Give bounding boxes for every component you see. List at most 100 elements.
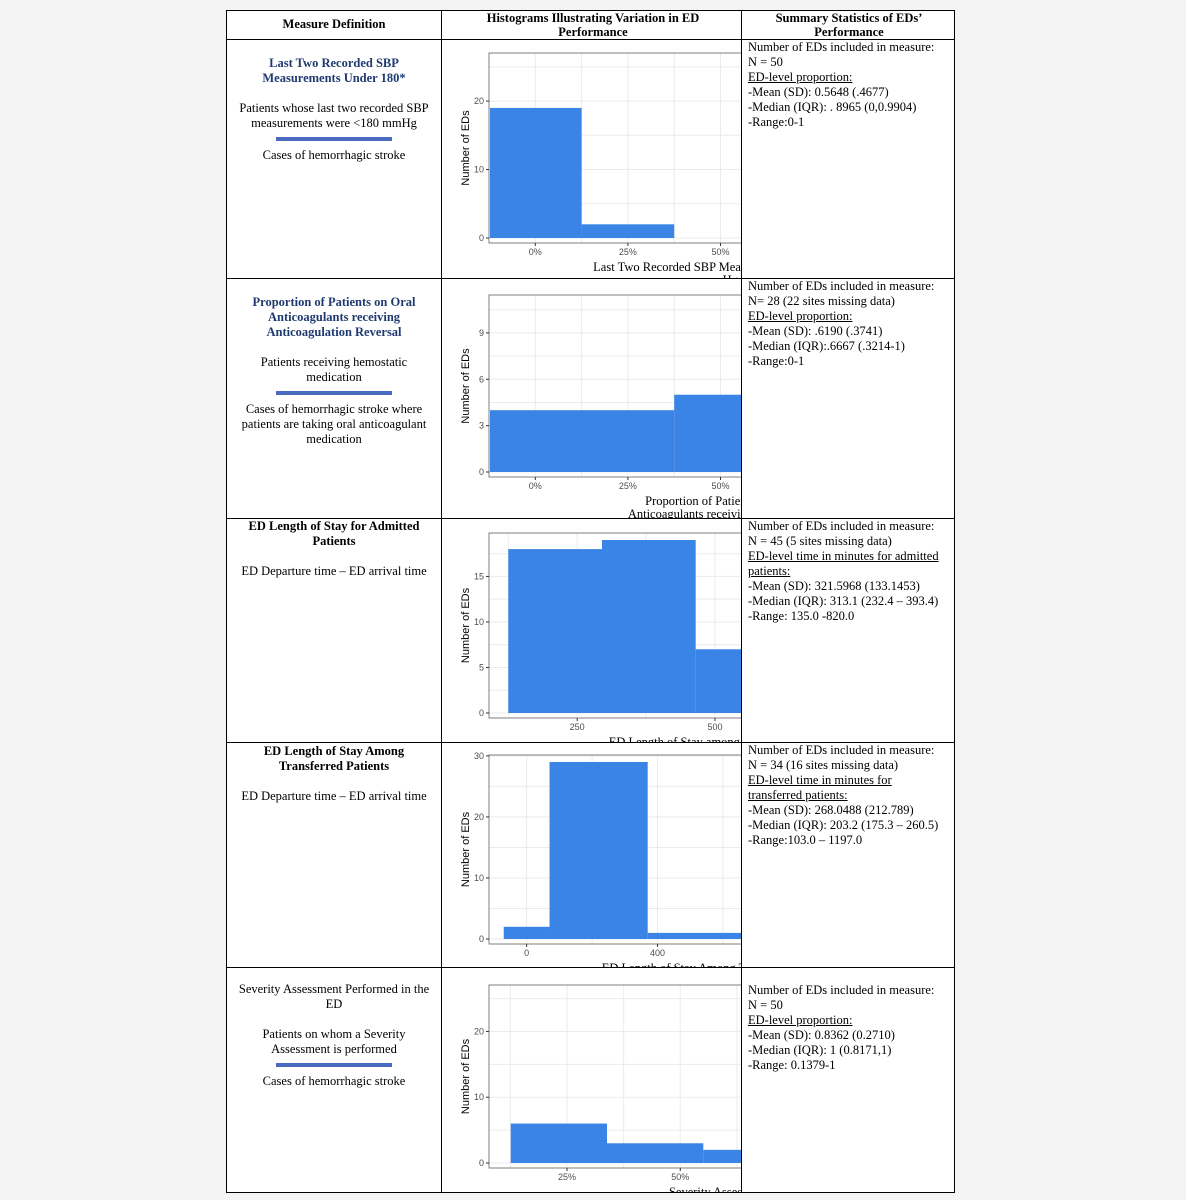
header-summary-statistics: Summary Statistics of EDs’ Performance [775, 11, 923, 39]
table-border-right [954, 10, 955, 1193]
measure-numerator: Patients on whom a Severity Assessment i… [262, 1027, 406, 1056]
measure-title: ED Length of Stay for Admitted Patients [248, 519, 420, 548]
summary-stat-line: ED-level proportion: [748, 309, 853, 323]
x-axis-label: Anticoagulants receiving Hemostatic [628, 507, 741, 518]
measure-definition-row-1: Last Two Recorded SBP Measurements Under… [227, 56, 441, 163]
summary-stat-line: -Median (IQR): 313.1 (232.4 – 393.4) [748, 594, 939, 608]
measure-title: Proportion of Patients on Oral Anticoagu… [252, 295, 416, 339]
summary-stat-line: -Mean (SD): .6190 (.3741) [748, 324, 883, 338]
summary-stats-row-3: Number of EDs included in measure: N = 45… [744, 519, 954, 624]
summary-stats-row-1: Number of EDs included in measure: N = 50… [744, 40, 954, 130]
y-tick-label: 15 [474, 571, 484, 581]
measure-numerator: Patients whose last two recorded SBP mea… [239, 101, 429, 130]
summary-stat-line: ED-level time in minutes for [748, 773, 892, 787]
measure-numerator: ED Departure time – ED arrival time [241, 789, 427, 803]
plot-frame [488, 532, 741, 719]
histogram-bar [647, 932, 741, 939]
summary-stat-line: -Mean (SD): 321.5968 (133.1453) [748, 579, 920, 593]
summary-stat-line: N = 50 [748, 55, 783, 69]
row-divider [226, 39, 955, 40]
summary-stat-line: transferred patients: [748, 788, 848, 802]
x-tick-label: 50% [711, 481, 729, 491]
histogram-bar [490, 107, 582, 238]
x-tick-label: 0% [529, 247, 542, 257]
x-tick-label: 25% [619, 481, 637, 491]
row-divider [226, 742, 955, 743]
summary-stat-line: ED-level proportion: [748, 1013, 853, 1027]
y-tick-label: 20 [474, 96, 484, 106]
measure-definition-row-5: Severity Assessment Performed in the ED … [227, 982, 441, 1089]
y-tick-label: 10 [474, 617, 484, 627]
measure-denominator: Cases of hemorrhagic stroke where patien… [241, 402, 427, 446]
histogram-bar [601, 540, 696, 713]
summary-stat-line: N = 50 [748, 998, 783, 1012]
x-axis-label: Severity Assessment [669, 1185, 741, 1192]
row-divider [226, 518, 955, 519]
histogram-bar [503, 926, 550, 939]
y-tick-label: 10 [474, 873, 484, 883]
fraction-line [276, 391, 392, 395]
summary-stat-line: -Median (IQR): 1 (0.8171,1) [748, 1043, 892, 1057]
y-axis-label: Number of EDs [460, 348, 472, 424]
table-border-bottom [226, 1192, 955, 1193]
y-tick-label: 10 [474, 1092, 484, 1102]
histogram-bar [510, 1123, 608, 1163]
measure-title: ED Length of Stay Among Transferred Pati… [263, 744, 405, 773]
y-axis-label: Number of EDs [460, 1038, 472, 1114]
x-tick-label: 50% [711, 247, 729, 257]
summary-stat-line: -Range: 135.0 -820.0 [748, 609, 855, 623]
row-divider [226, 278, 955, 279]
measure-numerator: Patients receiving hemostatic medication [260, 355, 408, 384]
y-tick-label: 3 [479, 421, 484, 431]
summary-stat-line: Number of EDs included in measure: [748, 519, 935, 533]
y-tick-label: 0 [479, 467, 484, 477]
y-tick-label: 20 [474, 812, 484, 822]
measure-numerator: ED Departure time – ED arrival time [241, 564, 427, 578]
x-axis-label: ED Length of Stay among Admitted Patient… [609, 735, 741, 742]
y-tick-label: 0 [479, 934, 484, 944]
summary-stat-line: -Median (IQR):.6667 (.3214-1) [748, 339, 905, 353]
table-border-top [226, 10, 955, 11]
summary-stats-row-2: Number of EDs included in measure: N= 28 … [744, 279, 954, 369]
x-axis-label: Proportion of Patients on Oral [645, 494, 741, 508]
y-tick-label: 10 [474, 165, 484, 175]
histogram-bar [607, 1143, 704, 1163]
measure-denominator: Cases of hemorrhagic stroke [262, 1074, 406, 1088]
x-axis-label: mmHg [703, 273, 738, 278]
x-tick-label: 400 [650, 948, 665, 958]
summary-stat-line: Number of EDs included in measure: [748, 983, 935, 997]
histogram-bar [674, 394, 741, 472]
x-tick-label: 0 [524, 948, 529, 958]
summary-stat-line: -Range:103.0 – 1197.0 [748, 833, 863, 847]
summary-stats-row-5: Number of EDs included in measure: N = 50… [744, 983, 954, 1073]
fraction-line [276, 137, 392, 141]
y-tick-label: 5 [479, 662, 484, 672]
measures-table: Measure Definition Histograms Illustrati… [226, 10, 955, 1193]
summary-stat-line: Number of EDs included in measure: [748, 279, 935, 293]
x-tick-label: 500 [707, 722, 722, 732]
summary-stat-line: N = 45 (5 sites missing data) [748, 534, 892, 548]
histogram-bar [490, 410, 675, 472]
column-divider [441, 10, 442, 1193]
column-divider [741, 10, 742, 1193]
summary-stat-line: -Mean (SD): 268.0488 (212.789) [748, 803, 914, 817]
y-tick-label: 6 [479, 374, 484, 384]
summary-stat-line: -Median (IQR): . 8965 (0,0.9904) [748, 100, 917, 114]
y-tick-label: 20 [474, 1026, 484, 1036]
x-tick-label: 25% [619, 247, 637, 257]
row-divider [226, 967, 955, 968]
y-tick-label: 0 [479, 1158, 484, 1168]
table-border-left [226, 10, 227, 1193]
summary-stat-line: ED-level proportion: [748, 70, 853, 84]
summary-stat-line: N = 34 (16 sites missing data) [748, 758, 899, 772]
measure-title: Last Two Recorded SBP Measurements Under… [262, 56, 406, 85]
x-axis-label: ED Length of Stay Among Transferred Pati… [602, 961, 741, 967]
plot-frame [488, 754, 741, 945]
y-tick-label: 0 [479, 708, 484, 718]
summary-stat-line: -Median (IQR): 203.2 (175.3 – 260.5) [748, 818, 939, 832]
x-tick-label: 50% [671, 1172, 689, 1182]
x-axis-label: Last Two Recorded SBP Measurements Under… [593, 260, 741, 274]
